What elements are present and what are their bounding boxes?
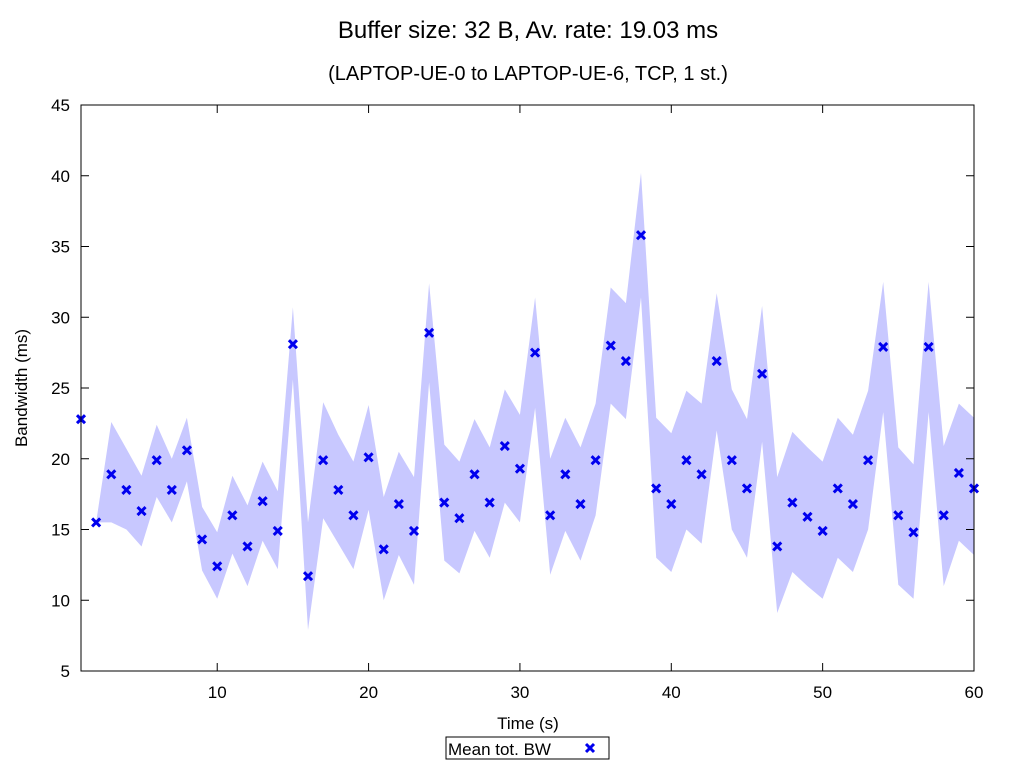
confidence-band	[81, 172, 974, 630]
data-point	[605, 340, 616, 351]
data-point	[333, 484, 344, 495]
x-tick-label: 30	[510, 683, 529, 702]
data-point	[787, 497, 798, 508]
data-point	[393, 498, 404, 510]
legend-box	[445, 736, 610, 760]
data-point	[666, 498, 677, 510]
data-point	[499, 440, 510, 452]
x-axis-label: Time (s)	[497, 714, 559, 733]
data-point	[590, 455, 601, 466]
data-point	[802, 511, 813, 522]
data-point	[741, 483, 753, 494]
data-point	[757, 368, 768, 379]
y-axis-ticks: 5 10 15 20 25 30 35 40 45	[51, 96, 974, 681]
y-tick-label: 25	[51, 379, 70, 398]
data-point	[832, 483, 843, 494]
data-point	[257, 496, 268, 507]
data-point	[454, 513, 465, 524]
data-point	[938, 510, 949, 521]
data-point	[348, 510, 359, 521]
data-point	[121, 484, 132, 495]
data-point	[711, 356, 722, 367]
data-point	[484, 497, 495, 508]
legend-marker-icon	[584, 742, 596, 754]
legend-label: Mean tot. BW	[448, 740, 551, 759]
data-point	[439, 497, 450, 508]
data-point	[408, 525, 420, 536]
data-point	[726, 455, 737, 466]
data-point	[696, 469, 707, 480]
data-point	[166, 484, 177, 495]
chart-subtitle: (LAPTOP-UE-0 to LAPTOP-UE-6, TCP, 1 st.)	[328, 63, 728, 85]
data-point	[620, 356, 631, 367]
y-tick-label: 5	[61, 662, 70, 681]
data-point	[575, 498, 586, 510]
data-point	[197, 534, 208, 545]
y-tick-label: 45	[51, 96, 70, 115]
y-tick-label: 20	[51, 450, 70, 469]
data-point	[212, 561, 223, 572]
data-point	[242, 541, 253, 552]
data-point	[469, 469, 480, 480]
data-point	[424, 327, 435, 338]
chart-title: Buffer size: 32 B, Av. rate: 19.03 ms	[338, 17, 718, 44]
data-point	[923, 341, 934, 353]
y-axis-label: Bandwidth (ms)	[12, 329, 31, 447]
x-tick-label: 10	[208, 683, 227, 702]
x-tick-label: 40	[662, 683, 681, 702]
y-tick-label: 40	[51, 167, 70, 186]
data-point	[91, 517, 102, 528]
data-point	[272, 525, 283, 536]
data-point	[908, 527, 919, 538]
y-tick-label: 30	[51, 308, 70, 327]
confidence-band-layer	[81, 172, 974, 630]
data-point	[318, 455, 329, 466]
data-point	[862, 455, 874, 466]
data-point	[545, 510, 556, 521]
data-point	[681, 455, 692, 466]
y-tick-label: 15	[51, 521, 70, 540]
legend: Mean tot. BW	[445, 736, 610, 760]
data-point	[893, 510, 904, 521]
x-tick-label: 50	[813, 683, 832, 702]
data-point	[378, 544, 389, 555]
data-point	[514, 463, 525, 474]
data-point	[635, 230, 647, 241]
x-tick-label: 20	[359, 683, 378, 702]
data-point	[953, 467, 964, 478]
data-point	[560, 469, 571, 480]
data-point	[151, 455, 162, 466]
data-point	[772, 541, 783, 552]
data-point	[817, 525, 828, 536]
y-tick-label: 35	[51, 238, 70, 257]
data-point	[302, 571, 314, 582]
y-tick-label: 10	[51, 591, 70, 610]
x-axis-ticks: 10 20 30 40 50 60	[208, 105, 984, 702]
data-point	[363, 452, 374, 463]
data-point	[136, 506, 147, 517]
x-tick-label: 60	[965, 683, 984, 702]
data-point	[847, 498, 858, 510]
data-point	[878, 341, 889, 353]
data-point	[181, 445, 193, 456]
data-point	[530, 347, 541, 358]
data-point	[651, 483, 662, 494]
data-point	[227, 510, 238, 521]
data-point	[106, 469, 117, 480]
data-point	[287, 339, 298, 350]
